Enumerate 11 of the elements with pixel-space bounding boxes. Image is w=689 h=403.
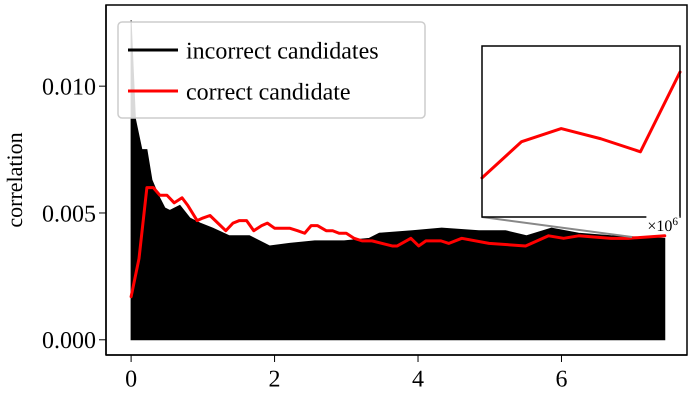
x-tick-label: 4 — [412, 366, 424, 393]
x-tick-label: 2 — [268, 366, 281, 393]
y-tick-label: 0.005 — [42, 201, 96, 228]
y-tick-label: 0.010 — [42, 74, 96, 101]
x-tick-label: 0 — [125, 366, 138, 393]
x-tick-label: 6 — [555, 366, 568, 393]
legend-label: correct candidate — [186, 79, 351, 106]
y-axis-title: correlation — [2, 132, 27, 228]
annotation: ×10$^{6}$ — [647, 216, 678, 235]
legend-label: incorrect candidates — [186, 38, 379, 64]
y-tick-label: 0.000 — [42, 328, 96, 354]
